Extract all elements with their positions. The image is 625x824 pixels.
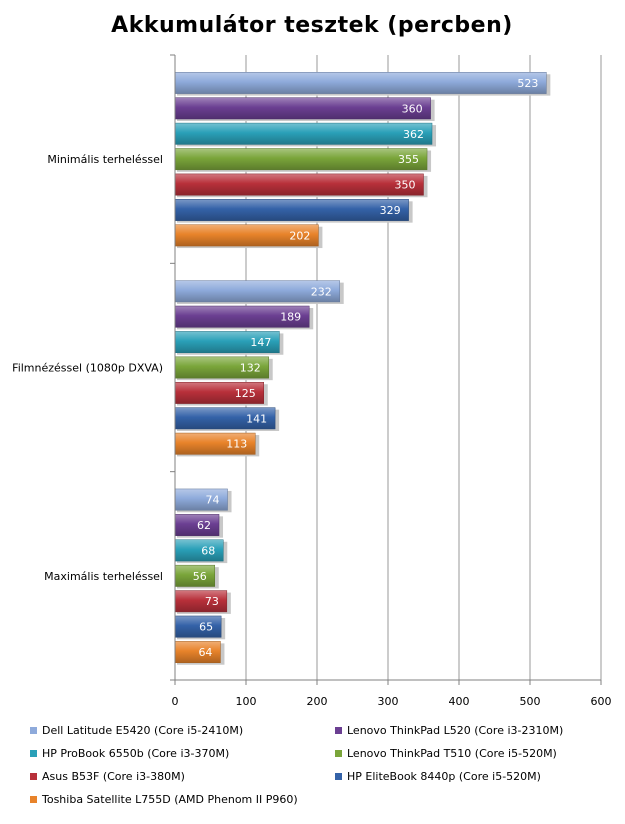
bar-value-label: 132: [240, 362, 261, 375]
bar-value-label: 350: [395, 179, 416, 192]
bar-value-label: 62: [197, 519, 211, 532]
legend-label: Toshiba Satellite L755D (AMD Phenom II P…: [42, 793, 298, 806]
legend-swatch: [30, 727, 37, 734]
bar-value-label: 113: [226, 438, 247, 451]
x-tick-label: 200: [307, 695, 328, 708]
legend-item: Dell Latitude E5420 (Core i5-2410M): [30, 722, 335, 739]
chart-title: Akkumulátor tesztek (percben): [111, 13, 513, 38]
legend-item: Lenovo ThinkPad T510 (Core i5-520M): [335, 745, 610, 762]
legend-item: Lenovo ThinkPad L520 (Core i3-2310M): [335, 722, 610, 739]
bar-value-label: 232: [311, 285, 332, 298]
bar: [174, 615, 222, 638]
bar-value-label: 65: [199, 621, 213, 634]
legend-item: Asus B53F (Core i3-380M): [30, 768, 335, 785]
category-label: Maximális terheléssel: [44, 570, 163, 583]
legend-label: HP EliteBook 8440p (Core i5-520M): [347, 770, 541, 783]
legend-label: Asus B53F (Core i3-380M): [42, 770, 185, 783]
category-label: Minimális terheléssel: [47, 153, 163, 166]
bar: [174, 97, 431, 120]
legend-swatch: [335, 750, 342, 757]
bar-value-label: 68: [201, 544, 215, 557]
x-tick-label: 600: [591, 695, 612, 708]
bar: [174, 590, 228, 613]
bar: [174, 199, 409, 221]
bar-value-label: 141: [246, 412, 267, 425]
bar-value-label: 360: [402, 102, 423, 115]
legend: Dell Latitude E5420 (Core i5-2410M) Lenov…: [30, 722, 610, 808]
bar-value-label: 329: [380, 204, 401, 217]
bar-value-label: 125: [235, 387, 256, 400]
legend-swatch: [335, 773, 342, 780]
legend-item: HP EliteBook 8440p (Core i5-520M): [335, 768, 610, 785]
x-tick-label: 400: [449, 695, 470, 708]
bar-value-label: 73: [205, 595, 219, 608]
bar: [174, 72, 547, 94]
x-tick-label: 100: [236, 695, 257, 708]
legend-item: HP ProBook 6550b (Core i3-370M): [30, 745, 335, 762]
bar-value-label: 64: [198, 646, 212, 659]
bars: 523 360 362 355 350 329 202 232 189 147 132 125 141 1…: [174, 72, 551, 665]
legend-swatch: [30, 773, 37, 780]
bar-value-label: 362: [403, 128, 424, 141]
legend-label: HP ProBook 6550b (Core i3-370M): [42, 747, 230, 760]
bar-value-label: 355: [398, 153, 419, 166]
legend-swatch: [335, 727, 342, 734]
bar: [174, 148, 428, 171]
category-label: Filmnézéssel (1080p DXVA): [12, 362, 163, 375]
bar-value-label: 147: [250, 336, 271, 349]
bar: [174, 539, 224, 562]
x-tick-label: 500: [520, 695, 541, 708]
legend-label: Lenovo ThinkPad T510 (Core i5-520M): [347, 747, 557, 760]
x-tick-label: 0: [172, 695, 179, 708]
legend-swatch: [30, 750, 37, 757]
x-tick-label: 300: [378, 695, 399, 708]
bar-value-label: 56: [193, 570, 207, 583]
legend-label: Dell Latitude E5420 (Core i5-2410M): [42, 724, 244, 737]
legend-label: Lenovo ThinkPad L520 (Core i3-2310M): [347, 724, 564, 737]
legend-swatch: [30, 796, 37, 803]
axis: 0 100 200 300 400 500 600 Minimális terheléssel…: [12, 54, 612, 708]
bar: [174, 122, 433, 145]
legend-item: Toshiba Satellite L755D (AMD Phenom II P…: [30, 791, 335, 808]
bar-value-label: 202: [289, 229, 310, 242]
bar: [174, 488, 228, 511]
bar-value-label: 523: [517, 77, 538, 90]
bar-value-label: 74: [206, 494, 220, 507]
bar: [174, 173, 424, 196]
bar-value-label: 189: [280, 311, 301, 324]
